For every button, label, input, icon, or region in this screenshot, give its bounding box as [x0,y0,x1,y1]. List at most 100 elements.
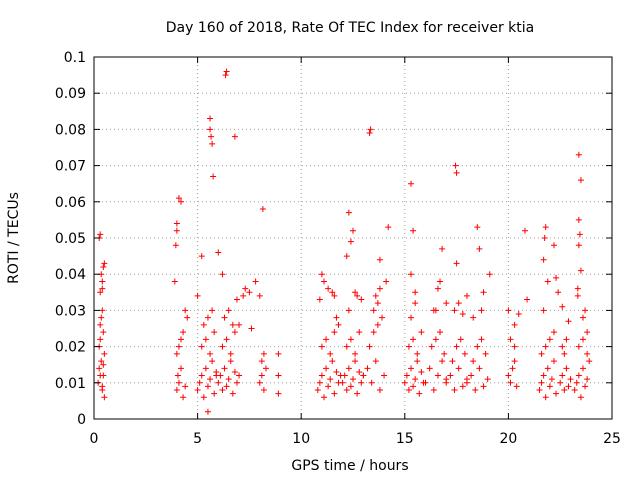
data-point [418,329,425,336]
data-point [225,376,232,383]
data-point [208,133,215,140]
data-point [480,289,487,296]
data-point [553,390,560,397]
data-point [198,343,205,350]
data-point [575,372,582,379]
data-point [574,292,581,299]
data-point [383,278,390,285]
data-point [370,329,377,336]
data-point [474,343,481,350]
data-point [229,390,236,397]
data-point [314,387,321,394]
data-point [246,289,253,296]
y-tick-label: 0.1 [64,50,86,66]
data-point [175,379,182,386]
data-point [486,271,493,278]
data-point [173,350,180,357]
data-point [511,343,518,350]
data-point [376,285,383,292]
data-point [430,387,437,394]
data-point [408,271,415,278]
data-point [563,336,570,343]
data-point [540,372,547,379]
data-point [381,372,388,379]
data-point [202,336,209,343]
data-point [173,227,180,234]
data-point [437,329,444,336]
data-point [476,365,483,372]
data-point [233,296,240,303]
data-point [256,379,263,386]
data-point [515,311,522,318]
data-point [100,361,107,368]
data-point [559,343,566,350]
data-point [209,307,216,314]
data-point [563,365,570,372]
data-point [101,394,108,401]
data-point [480,383,487,390]
data-point [542,224,549,231]
data-point [229,321,236,328]
data-point [412,289,419,296]
data-point [360,372,367,379]
data-point [207,115,214,122]
data-point [219,271,226,278]
data-point [422,379,429,386]
data-point [223,68,230,75]
data-point [457,336,464,343]
data-point [275,350,282,357]
data-point [557,379,564,386]
x-axis-label: GPS time / hours [291,458,408,474]
data-point [567,376,574,383]
data-point [320,394,327,401]
data-point [405,387,412,394]
data-point [470,358,477,365]
data-point [443,300,450,307]
data-point [100,329,107,336]
data-point [468,372,475,379]
data-point [99,285,106,292]
data-point [318,271,325,278]
data-point [327,376,334,383]
data-point [331,390,338,397]
data-point [211,329,218,336]
x-tick-label: 25 [603,431,621,447]
data-point [178,198,185,205]
data-point [366,130,373,137]
data-point [577,267,584,274]
data-point [356,329,363,336]
data-point [379,314,386,321]
data-point [259,206,266,213]
data-point [323,336,330,343]
data-point [376,387,383,394]
data-point [225,307,232,314]
data-point [376,256,383,263]
data-point [374,321,381,328]
data-point [350,376,356,383]
data-point [366,343,373,350]
y-tick-label: 0 [77,412,86,428]
data-point [184,314,191,321]
data-point [347,383,354,390]
data-point [352,358,359,365]
data-point [98,358,105,365]
data-point [511,321,518,328]
data-point [478,307,485,314]
data-point [455,365,462,372]
data-point [408,180,415,187]
data-point [364,365,371,372]
data-point [323,365,330,372]
data-point [447,372,454,379]
data-point [455,300,462,307]
data-point [439,245,446,252]
data-point [565,383,572,390]
data-point [546,383,553,390]
data-point [505,372,512,379]
data-point [209,358,216,365]
data-point [472,387,479,394]
data-point [354,292,361,299]
data-point [579,336,586,343]
data-point [335,321,342,328]
data-point [544,278,551,285]
data-point [200,321,207,328]
